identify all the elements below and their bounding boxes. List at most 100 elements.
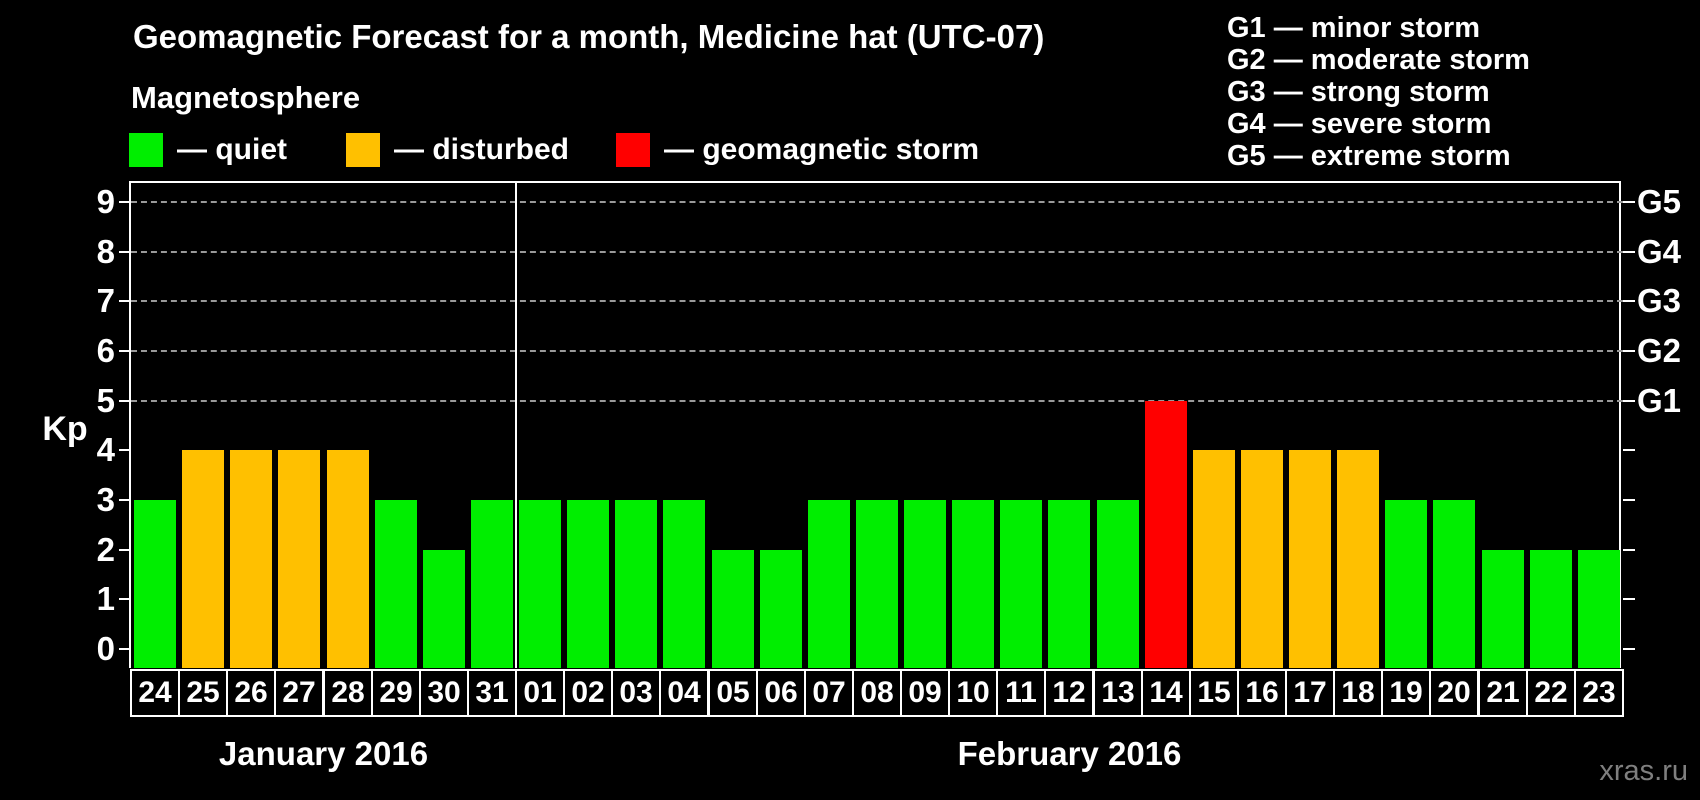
y-axis-label-6: 6	[96, 332, 115, 369]
kp-bar-day-14	[1145, 401, 1187, 668]
right-tick-kp5	[1623, 400, 1635, 402]
day-label-05: 05	[708, 669, 758, 717]
kp-bar-day-13	[1097, 500, 1139, 668]
y-axis-label-4: 4	[96, 431, 115, 468]
day-label-16: 16	[1237, 669, 1287, 717]
left-tick-kp7	[119, 300, 131, 302]
chart-title: Geomagnetic Forecast for a month, Medici…	[133, 18, 1045, 55]
day-label-19: 19	[1381, 669, 1431, 717]
kp-bar-day-12	[1048, 500, 1090, 668]
day-label-01: 01	[515, 669, 565, 717]
kp-bar-day-01	[519, 500, 561, 668]
left-tick-kp0	[119, 648, 131, 650]
kp-bar-day-07	[808, 500, 850, 668]
kp-bar-day-04	[663, 500, 705, 668]
day-label-09: 09	[900, 669, 950, 717]
gridline-kp7	[131, 300, 1623, 302]
y-axis-title: Kp	[42, 410, 88, 448]
legend-label: — quiet	[177, 133, 287, 166]
right-tick-kp0	[1623, 648, 1635, 650]
right-tick-kp1	[1623, 598, 1635, 600]
day-label-29: 29	[371, 669, 421, 717]
day-label-06: 06	[756, 669, 806, 717]
left-tick-kp6	[119, 350, 131, 352]
gridline-kp5	[131, 400, 1623, 402]
kp-bar-day-24	[134, 500, 176, 668]
right-tick-kp7	[1623, 300, 1635, 302]
gridline-kp8	[131, 251, 1623, 253]
day-label-20: 20	[1429, 669, 1479, 717]
kp-bar-day-22	[1530, 550, 1572, 668]
legend-item-disturbed: — disturbed	[346, 133, 569, 167]
magnetosphere-label: Magnetosphere	[131, 80, 361, 115]
day-label-17: 17	[1285, 669, 1335, 717]
right-axis-label-G3: G3	[1637, 282, 1682, 319]
day-label-03: 03	[611, 669, 661, 717]
day-label-13: 13	[1093, 669, 1143, 717]
day-label-23: 23	[1574, 669, 1624, 717]
legend-label: — geomagnetic storm	[664, 133, 980, 166]
kp-bar-day-10	[952, 500, 994, 668]
day-label-28: 28	[323, 669, 373, 717]
kp-bar-day-03	[615, 500, 657, 668]
day-label-22: 22	[1526, 669, 1576, 717]
gridline-kp9	[131, 201, 1623, 203]
kp-bar-day-26	[230, 450, 272, 668]
left-tick-kp2	[119, 549, 131, 551]
y-axis-label-1: 1	[96, 580, 115, 617]
day-label-12: 12	[1044, 669, 1094, 717]
y-axis-label-0: 0	[96, 630, 115, 667]
kp-bar-day-19	[1385, 500, 1427, 668]
day-label-15: 15	[1189, 669, 1239, 717]
left-tick-kp4	[119, 449, 131, 451]
right-axis-label-G5: G5	[1637, 183, 1682, 220]
day-label-18: 18	[1333, 669, 1383, 717]
day-label-14: 14	[1141, 669, 1191, 717]
kp-bar-day-18	[1337, 450, 1379, 668]
right-tick-kp8	[1623, 251, 1635, 253]
kp-bar-day-08	[856, 500, 898, 668]
day-label-31: 31	[467, 669, 517, 717]
legend-label: — disturbed	[394, 133, 570, 166]
left-tick-kp5	[119, 400, 131, 402]
y-axis-label-2: 2	[96, 531, 115, 568]
left-tick-kp1	[119, 598, 131, 600]
storm-scale-line: G3 — strong storm	[1227, 76, 1490, 108]
plot-border	[129, 181, 1621, 668]
kp-bar-day-30	[423, 550, 465, 668]
day-label-21: 21	[1478, 669, 1528, 717]
day-label-26: 26	[226, 669, 276, 717]
right-tick-kp6	[1623, 350, 1635, 352]
left-tick-kp9	[119, 201, 131, 203]
kp-bar-day-28	[327, 450, 369, 668]
day-label-27: 27	[274, 669, 324, 717]
storm-scale-legend: G1 — minor storm G2 — moderate storm G3 — …	[1227, 12, 1530, 172]
kp-bar-day-29	[375, 500, 417, 668]
kp-bar-day-16	[1241, 450, 1283, 668]
kp-bar-day-05	[712, 550, 754, 668]
kp-bar-day-23	[1578, 550, 1620, 668]
month-label: January 2016	[218, 735, 429, 772]
day-label-07: 07	[804, 669, 854, 717]
month-label: February 2016	[957, 735, 1182, 772]
right-tick-kp3	[1623, 499, 1635, 501]
y-axis-label-7: 7	[96, 282, 115, 319]
kp-bar-day-06	[760, 550, 802, 668]
right-tick-kp9	[1623, 201, 1635, 203]
kp-bar-day-02	[567, 500, 609, 668]
kp-bar-day-15	[1193, 450, 1235, 668]
kp-bar-day-11	[1000, 500, 1042, 668]
day-label-10: 10	[948, 669, 998, 717]
right-axis-label-G2: G2	[1637, 332, 1682, 369]
disturbed-swatch	[346, 133, 380, 167]
kp-bar-day-20	[1433, 500, 1475, 668]
y-axis-label-9: 9	[96, 183, 115, 220]
right-tick-kp4	[1623, 449, 1635, 451]
y-axis-label-3: 3	[96, 481, 115, 518]
day-label-08: 08	[852, 669, 902, 717]
day-label-24: 24	[130, 669, 180, 717]
storm-swatch	[616, 133, 650, 167]
month-separator-line	[515, 183, 517, 668]
right-axis-label-G4: G4	[1637, 233, 1682, 270]
